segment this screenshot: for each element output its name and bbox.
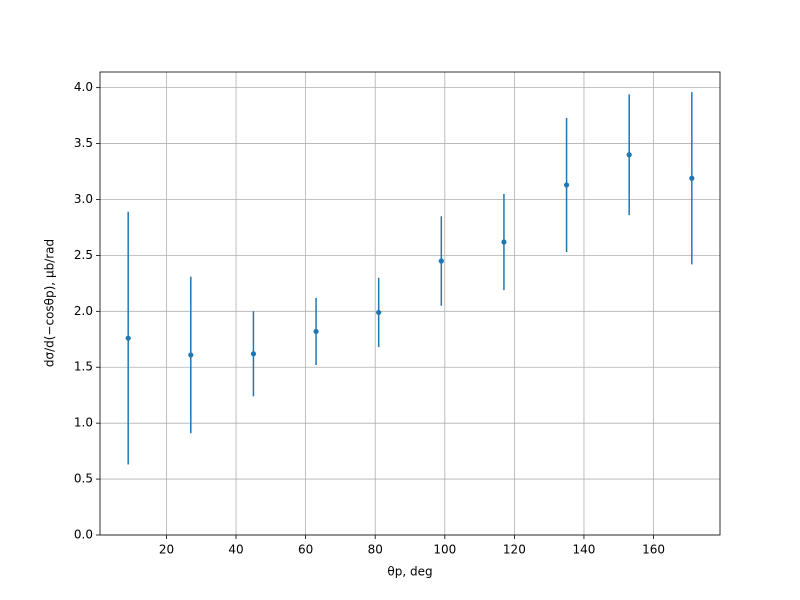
y-tick-label: 3.5 [74, 136, 93, 150]
x-tick-label: 100 [433, 543, 456, 557]
x-tick-label: 80 [368, 543, 383, 557]
y-tick-label: 2.5 [74, 248, 93, 262]
y-tick-label: 0.5 [74, 472, 93, 486]
x-tick-label: 160 [642, 543, 665, 557]
data-point [125, 335, 131, 341]
data-point [250, 351, 257, 357]
data-point [313, 328, 319, 335]
x-tick-label: 120 [503, 543, 526, 557]
y-tick-label: 1.0 [74, 416, 93, 430]
y-tick-label: 0.0 [74, 528, 93, 542]
x-tick-label: 140 [573, 543, 596, 557]
data-point [501, 239, 507, 245]
data-point [188, 352, 194, 358]
y-axis-label: dσ/d(−cosθp), μb/rad [43, 239, 57, 367]
data-point [376, 309, 382, 316]
y-tick-label: 2.0 [74, 304, 93, 318]
x-tick-label: 40 [228, 543, 243, 557]
x-tick-label: 60 [298, 543, 313, 557]
y-tick-label: 3.0 [74, 192, 93, 206]
data-point [689, 175, 695, 181]
data-point [626, 152, 632, 158]
plot-frame [99, 71, 721, 536]
x-tick-label: 20 [159, 543, 174, 557]
x-axis-label: θp, deg [387, 565, 432, 579]
y-tick-label: 1.5 [74, 360, 93, 374]
data-point [563, 182, 570, 188]
data-point [438, 258, 444, 264]
y-tick-label: 4.0 [74, 80, 93, 94]
